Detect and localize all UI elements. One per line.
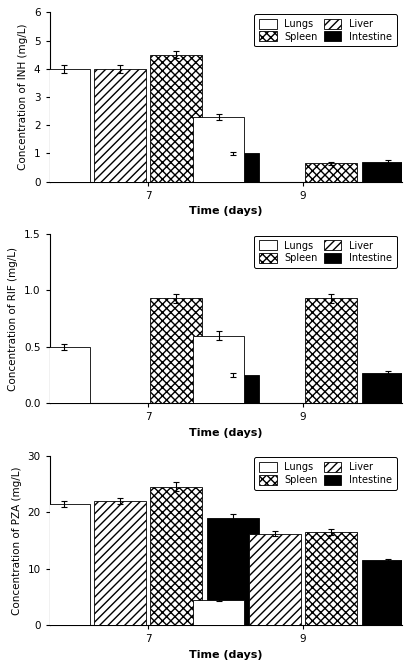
Y-axis label: Concentration of PZA (mg/L): Concentration of PZA (mg/L) — [12, 466, 22, 615]
Bar — [305, 299, 356, 403]
Bar — [150, 55, 202, 182]
Bar — [192, 117, 244, 182]
X-axis label: Time (days): Time (days) — [189, 206, 262, 216]
Bar — [361, 560, 409, 625]
Y-axis label: Concentration of INH (mg/L): Concentration of INH (mg/L) — [18, 24, 28, 170]
Bar — [38, 504, 89, 625]
X-axis label: Time (days): Time (days) — [189, 428, 262, 438]
Bar — [38, 69, 89, 182]
Legend: Lungs, Spleen, Liver, Intestine: Lungs, Spleen, Liver, Intestine — [254, 14, 396, 47]
Bar — [192, 600, 244, 625]
Bar — [150, 299, 202, 403]
Bar — [150, 487, 202, 625]
Bar — [94, 69, 146, 182]
X-axis label: Time (days): Time (days) — [189, 650, 262, 660]
Bar — [94, 501, 146, 625]
Bar — [206, 375, 258, 403]
Bar — [38, 347, 89, 403]
Bar — [192, 335, 244, 403]
Bar — [305, 163, 356, 182]
Bar — [206, 154, 258, 182]
Legend: Lungs, Spleen, Liver, Intestine: Lungs, Spleen, Liver, Intestine — [254, 458, 396, 490]
Y-axis label: Concentration of RIF (mg/L): Concentration of RIF (mg/L) — [8, 246, 18, 391]
Bar — [305, 532, 356, 625]
Legend: Lungs, Spleen, Liver, Intestine: Lungs, Spleen, Liver, Intestine — [254, 236, 396, 269]
Bar — [361, 373, 409, 403]
Bar — [206, 518, 258, 625]
Bar — [361, 162, 409, 182]
Bar — [248, 534, 300, 625]
